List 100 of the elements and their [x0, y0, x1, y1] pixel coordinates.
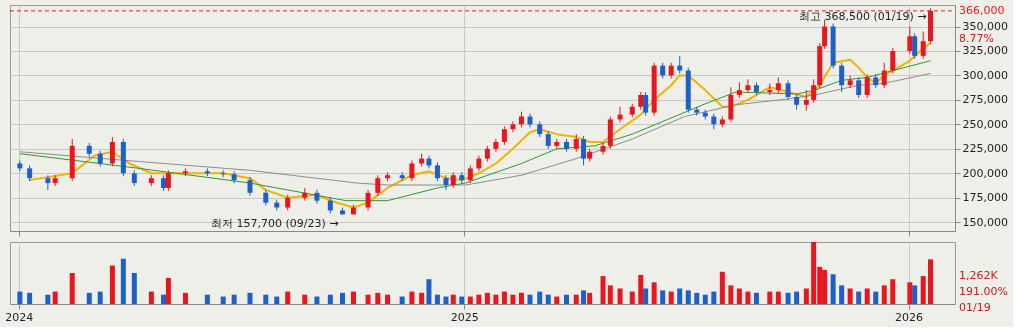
bar [399, 296, 405, 304]
bar [52, 291, 58, 304]
bar [86, 292, 92, 304]
bar [274, 296, 280, 304]
bar [476, 294, 482, 304]
candlestick [912, 32, 918, 60]
candlestick [864, 73, 870, 99]
candlestick [409, 160, 415, 182]
y-tick-label: 250,000 [962, 117, 1008, 131]
bar [856, 291, 862, 304]
bar [510, 294, 516, 304]
bar [527, 294, 533, 304]
bar [537, 291, 543, 304]
bar [702, 294, 708, 304]
bar [881, 285, 887, 304]
bar [685, 290, 691, 304]
y-tick-label: 175,000 [962, 191, 1008, 205]
bar [920, 276, 926, 304]
bar [426, 279, 432, 304]
bar [327, 294, 333, 304]
bar [314, 296, 320, 304]
bar [27, 292, 33, 304]
candlestick [434, 162, 440, 182]
bar [581, 290, 587, 304]
bar [564, 294, 569, 304]
line-series [28, 42, 932, 209]
annotation: 최저 157,700 (09/23) → [211, 216, 339, 230]
candlestick [365, 189, 371, 211]
candlestick [45, 174, 51, 191]
bar [247, 292, 253, 304]
bar [109, 265, 115, 304]
y-tick-label: 200,000 [962, 166, 1008, 180]
candlestick [856, 76, 862, 99]
bar [728, 285, 734, 304]
x-tick-label: 2024 [5, 310, 34, 324]
bar [629, 291, 635, 304]
text: 1,262K [959, 269, 999, 282]
bar [912, 285, 918, 304]
bar [643, 288, 649, 304]
bar [785, 292, 791, 304]
bar [182, 292, 188, 304]
bar [450, 294, 456, 304]
bar [350, 291, 356, 304]
bar [17, 291, 23, 304]
bar [890, 279, 896, 304]
candlestick [231, 170, 237, 184]
bar [830, 274, 836, 304]
bar [607, 285, 613, 304]
y-tick-label: 275,000 [962, 93, 1008, 107]
bar [285, 291, 291, 304]
candlestick [811, 78, 817, 104]
bar [600, 276, 606, 304]
bar [97, 291, 103, 304]
bar [131, 273, 137, 304]
bar [617, 288, 623, 304]
bar [45, 294, 51, 304]
bar [907, 282, 913, 304]
bar [220, 296, 226, 304]
bar [263, 294, 269, 304]
annotation: 최고 368,500 (01/19) → [799, 10, 927, 24]
candlestick [890, 47, 896, 74]
text: 8.77% [959, 32, 994, 45]
bar [161, 294, 167, 304]
bar [928, 259, 934, 304]
bar [753, 292, 759, 304]
bar [231, 294, 237, 304]
bar [467, 296, 473, 304]
candlestick [375, 174, 381, 197]
candlestick [643, 91, 649, 117]
candlestick [745, 78, 751, 94]
candlestick [785, 79, 791, 101]
y-tick-label: 225,000 [962, 142, 1008, 156]
bar [554, 296, 560, 304]
bar [767, 291, 773, 304]
x-tick-label: 2026 [895, 310, 924, 324]
candlestick [501, 125, 507, 146]
bar [459, 296, 465, 304]
bar [803, 288, 809, 304]
text: 01/19 [959, 301, 991, 314]
candlestick [17, 160, 23, 172]
bar [651, 282, 657, 304]
bar [409, 291, 415, 304]
bar [847, 288, 853, 304]
bar [677, 288, 683, 304]
bar [375, 292, 381, 304]
candlestick [803, 89, 809, 112]
bar [638, 274, 644, 304]
bar [745, 291, 751, 304]
bar [434, 294, 440, 304]
bar [873, 291, 879, 304]
y-tick-label: 325,000 [962, 44, 1008, 58]
bar [775, 291, 781, 304]
bar [339, 292, 345, 304]
text: 191.00% [959, 285, 1008, 298]
bar [204, 294, 210, 304]
bar [573, 294, 579, 304]
bar [493, 294, 499, 304]
bar [545, 294, 551, 304]
candlestick [881, 62, 887, 89]
candlestick [920, 30, 926, 60]
